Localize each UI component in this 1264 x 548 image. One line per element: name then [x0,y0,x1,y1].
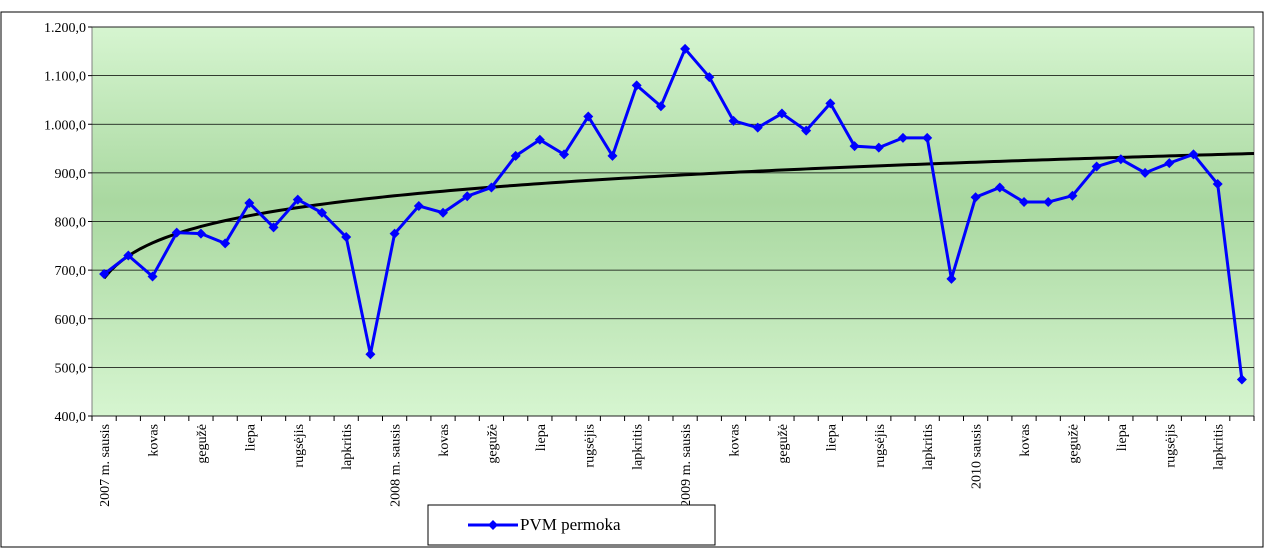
data-point [171,227,182,238]
data-point [559,149,570,160]
legend-marker [488,520,498,530]
y-tick-label: 500,0 [55,361,87,376]
data-point [1236,374,1247,385]
y-tick-label: 900,0 [55,167,87,182]
data-point [1091,161,1102,172]
x-tick-label: rugsėjis [582,424,597,468]
data-point [994,182,1005,193]
data-point [341,232,352,243]
data-point [631,80,642,91]
data-point [1067,190,1078,201]
legend-label: PVM permoka [520,515,621,534]
data-point [462,191,473,202]
data-point [752,122,763,133]
y-tick-label: 700,0 [55,264,87,279]
data-point [1188,149,1199,160]
x-tick-label: lapkritis [631,424,646,470]
data-point [1212,179,1223,190]
x-tick-label: gegužė [485,424,500,464]
data-point [583,111,594,122]
data-point [776,108,787,119]
data-point [1115,154,1126,165]
data-point [1140,167,1151,178]
data-point [680,43,691,54]
data-point [195,228,206,239]
data-point [438,207,449,218]
data-point [413,200,424,211]
x-tick-label: rugsėjis [292,424,307,468]
x-tick-label: kovas [728,424,743,457]
y-tick-label: 1.100,0 [44,70,86,85]
x-tick-label: liepa [534,423,549,451]
x-tick-label: 2007 m. sausis [98,424,113,507]
x-tick-label: kovas [1018,424,1033,457]
y-tick-label: 1.200,0 [44,21,86,36]
data-point [389,228,400,239]
data-point [534,134,545,145]
x-tick-label: rugsėjis [873,424,888,468]
data-point [365,349,376,360]
x-tick-label: lapkritis [921,424,936,470]
x-tick-label: kovas [147,424,162,457]
data-point [897,132,908,143]
data-point [946,273,957,284]
data-point [244,198,255,209]
y-tick-label: 800,0 [55,216,87,231]
data-point [825,98,836,109]
data-point [655,101,666,112]
x-tick-label: liepa [1115,423,1130,451]
data-point [607,150,618,161]
x-tick-label: gegužė [1066,424,1081,464]
data-point [728,115,739,126]
data-point [801,125,812,136]
x-tick-label: liepa [824,423,839,451]
data-point [99,269,110,280]
data-point [292,194,303,205]
x-tick-label: lapkritis [1212,424,1227,470]
data-point [873,142,884,153]
data-point [1019,197,1030,208]
x-tick-label: kovas [437,424,452,457]
x-tick-label: lapkritis [340,424,355,470]
x-tick-label: 2008 m. sausis [389,424,404,507]
data-point [922,132,933,143]
y-tick-label: 400,0 [55,410,87,425]
data-point [970,192,981,203]
y-tick-label: 1.000,0 [44,118,86,133]
data-point [486,182,497,193]
data-point [510,150,521,161]
y-tick-label: 600,0 [55,313,87,328]
legend: PVM permoka [427,504,716,546]
data-point [1164,158,1175,169]
x-tick-label: rugsėjis [1163,424,1178,468]
data-point [316,207,327,218]
data-point [849,141,860,152]
x-tick-label: 2010 sausis [970,424,985,489]
data-point [147,271,158,282]
x-tick-label: 2009 m. sausis [679,424,694,507]
x-tick-label: liepa [243,423,258,451]
trend-line [102,152,1255,280]
data-point [123,250,134,261]
data-point [220,238,231,249]
data-point [1043,197,1054,208]
x-tick-label: gegužė [776,424,791,464]
data-point [268,222,279,233]
data-point [704,72,715,83]
series-line [103,46,1244,380]
x-tick-label: gegužė [195,424,210,464]
